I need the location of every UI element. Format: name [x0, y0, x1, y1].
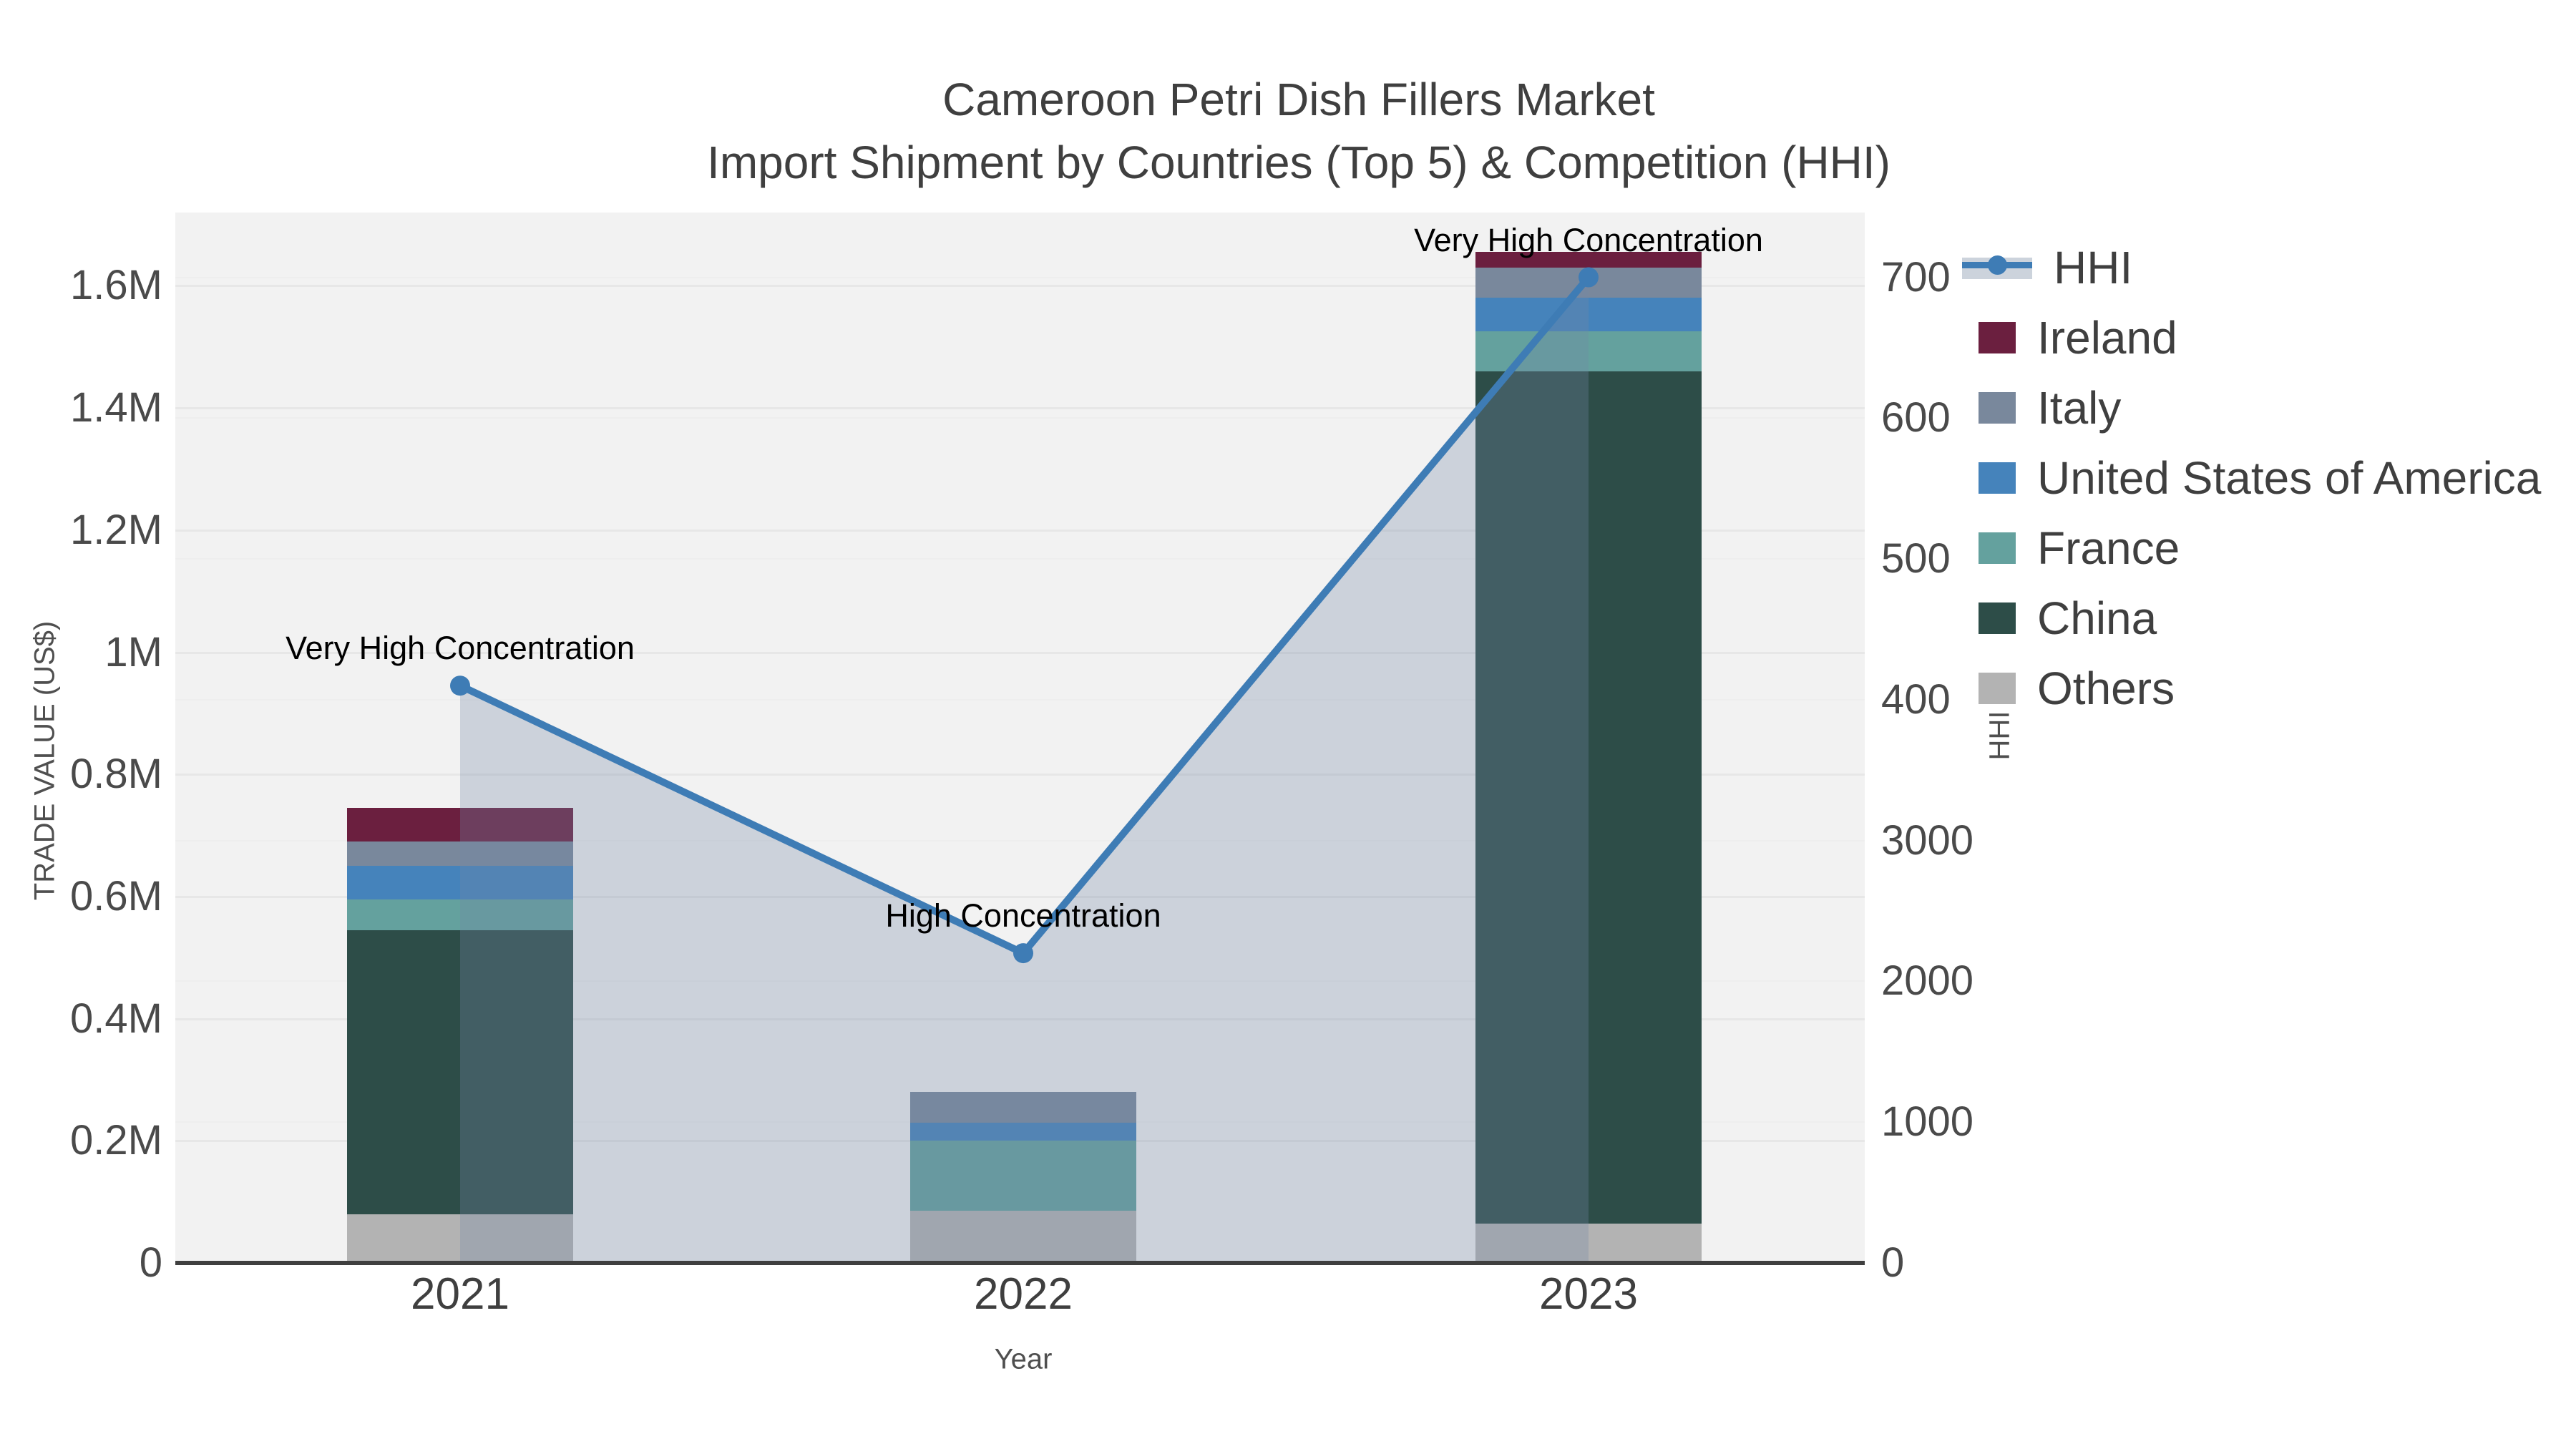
bar-segment-others-2022[interactable] — [910, 1211, 1136, 1263]
legend-item-china[interactable]: China — [1962, 593, 2157, 643]
legend-label-others: Others — [2037, 663, 2175, 714]
chart-title-block: Cameroon Petri Dish Fillers Market Impor… — [707, 68, 1890, 194]
left-tick-1M: 1M — [104, 628, 162, 675]
x-tick-2022: 2022 — [974, 1269, 1073, 1319]
right-tick-0: 0 — [1881, 1239, 1905, 1286]
right-tick-2000: 2000 — [1881, 957, 1974, 1005]
bar-segment-france-2021[interactable] — [347, 899, 573, 930]
annotation-very-high-concentration-2023: Very High Concentration — [1414, 221, 1763, 258]
legend-swatch-ireland — [1979, 322, 2016, 353]
gridline-hhi-2000 — [175, 980, 1865, 982]
legend-label-ireland: Ireland — [2037, 312, 2177, 364]
bar-segment-italy-2022[interactable] — [910, 1092, 1136, 1123]
legend-item-united-states-of-america[interactable]: United States of America — [1962, 453, 2541, 503]
left-axis-title: TRADE VALUE (US$) — [29, 620, 61, 901]
x-tick-2023: 2023 — [1539, 1269, 1638, 1319]
legend-swatch-france — [1979, 532, 2016, 564]
bar-segment-italy-2021[interactable] — [347, 841, 573, 867]
chart-title-line1: Cameroon Petri Dish Fillers Market — [942, 74, 1655, 125]
annotation-very-high-concentration-2021: Very High Concentration — [286, 630, 635, 667]
bar-segment-others-2023[interactable] — [1475, 1223, 1702, 1263]
legend-label-france: France — [2037, 522, 2180, 574]
gridline-0.4M — [175, 1018, 1865, 1020]
hhi-legend-dot — [1988, 255, 2007, 275]
right-tick-1000: 1000 — [1881, 1098, 1974, 1146]
right-tick-700: 700 — [1881, 253, 1951, 301]
legend-swatch-italy — [1979, 392, 2016, 424]
left-tick-0.8M: 0.8M — [70, 751, 162, 798]
x-tick-2021: 2021 — [411, 1269, 509, 1319]
left-tick-0.2M: 0.2M — [70, 1117, 162, 1164]
left-tick-0.6M: 0.6M — [70, 872, 162, 919]
legend-item-others[interactable]: Others — [1962, 663, 2175, 713]
legend-swatch-others — [1979, 673, 2016, 704]
bar-segment-france-2023[interactable] — [1475, 331, 1702, 371]
bar-segment-united-states-of-america-2021[interactable] — [347, 866, 573, 900]
right-tick-500: 500 — [1881, 535, 1951, 582]
left-tick-1.6M: 1.6M — [70, 262, 162, 309]
left-tick-1.4M: 1.4M — [70, 384, 162, 431]
right-tick-600: 600 — [1881, 394, 1951, 441]
legend-swatch-united-states-of-america — [1979, 462, 2016, 494]
legend-label-china: China — [2037, 592, 2157, 644]
right-tick-400: 400 — [1881, 675, 1951, 723]
left-tick-0: 0 — [139, 1239, 162, 1286]
legend-item-ireland[interactable]: Ireland — [1962, 313, 2177, 363]
legend-item-italy[interactable]: Italy — [1962, 383, 2121, 433]
bar-segment-others-2021[interactable] — [347, 1214, 573, 1263]
legend-label-italy: Italy — [2037, 382, 2122, 434]
bar-segment-ireland-2021[interactable] — [347, 808, 573, 842]
x-axis-title: Year — [994, 1343, 1053, 1375]
bar-segment-italy-2023[interactable] — [1475, 267, 1702, 298]
bar-segment-china-2021[interactable] — [347, 930, 573, 1214]
legend-label-hhi: HHI — [2054, 242, 2133, 293]
legend-label-united-states-of-america: United States of America — [2037, 452, 2542, 504]
x-axis-line — [175, 1261, 1865, 1265]
bar-segment-ireland-2023[interactable] — [1475, 252, 1702, 268]
legend-item-hhi[interactable]: HHI — [1962, 243, 2132, 293]
bar-segment-china-2023[interactable] — [1475, 371, 1702, 1224]
hhi-legend-marker-icon — [1962, 252, 2032, 283]
bar-segment-united-states-of-america-2022[interactable] — [910, 1122, 1136, 1141]
chart-title-line2: Import Shipment by Countries (Top 5) & C… — [707, 137, 1890, 188]
left-tick-1.2M: 1.2M — [70, 506, 162, 553]
bar-segment-united-states-of-america-2023[interactable] — [1475, 298, 1702, 332]
bar-segment-france-2022[interactable] — [910, 1141, 1136, 1211]
annotation-high-concentration-2022: High Concentration — [885, 897, 1161, 935]
legend-swatch-china — [1979, 602, 2016, 634]
right-tick-3000: 3000 — [1881, 816, 1974, 864]
legend-item-france[interactable]: France — [1962, 523, 2180, 573]
right-axis-title: HHI — [1984, 711, 2016, 761]
left-tick-0.4M: 0.4M — [70, 995, 162, 1042]
